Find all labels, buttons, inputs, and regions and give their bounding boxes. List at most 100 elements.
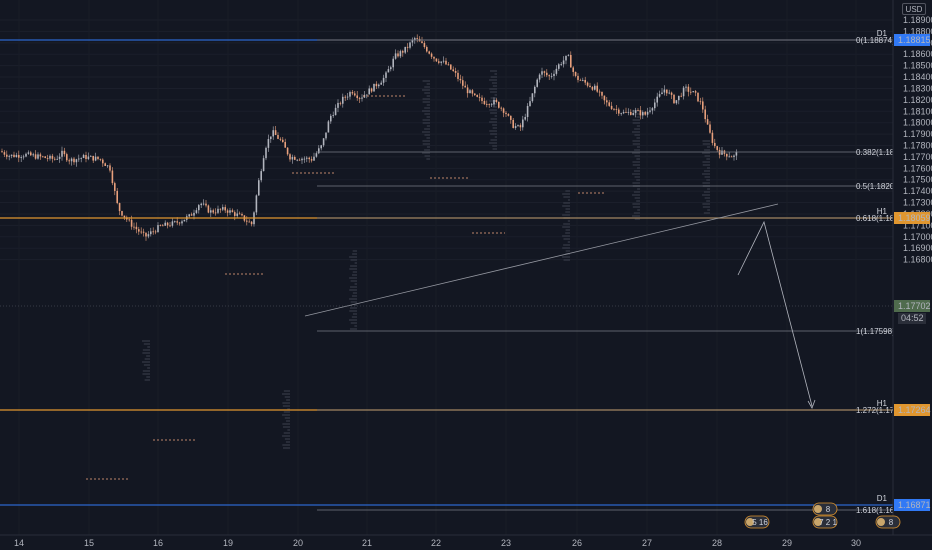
volume-profile-bar (282, 426, 290, 428)
volume-profile-bar (490, 112, 497, 114)
volume-profile-bar (351, 295, 357, 297)
candle-body (644, 112, 646, 115)
volume-profile-bar (422, 98, 430, 100)
candle-body (6, 154, 8, 157)
candle-body (334, 107, 337, 116)
economic-events[interactable]: 5 16 8 7 2 1 8 (744, 502, 901, 529)
candle-body (524, 117, 526, 120)
volume-profile-bar (422, 131, 430, 133)
candle-body (534, 86, 536, 94)
candle-body (589, 85, 591, 87)
volume-profile-bar (707, 167, 710, 169)
candle-body (385, 72, 387, 78)
candle-body (258, 180, 260, 196)
volume-profile-bar (424, 86, 430, 88)
time-tick-label: 27 (642, 538, 652, 548)
flag-icon (814, 505, 822, 513)
volume-profile-bar (284, 417, 290, 419)
volume-profile-bar (632, 206, 640, 208)
candle-body (394, 53, 397, 59)
volume-profile-bar (282, 414, 290, 416)
candle-body (613, 108, 615, 110)
volume-profile-bar (634, 128, 640, 130)
fib-level-label: 0.5(1.18206 (856, 182, 899, 191)
candle-body (325, 132, 327, 139)
volume-profile-bar (562, 256, 570, 258)
event-marker[interactable]: 8 (875, 515, 901, 529)
time-axis[interactable]: 14 15 16 19 20 21 22 23 26 27 28 29 30 (0, 534, 932, 548)
candle-body (728, 156, 730, 158)
volume-profile-bar (562, 247, 570, 249)
event-marker[interactable]: 5 16 (744, 515, 770, 529)
key-level-price-box (894, 499, 930, 511)
candle-body (102, 159, 104, 164)
candle-body (543, 71, 546, 73)
time-tick-label: 19 (223, 538, 233, 548)
currency-button[interactable]: USD (902, 3, 926, 15)
candle-body (349, 92, 351, 97)
time-tick-label: 15 (84, 538, 94, 548)
volume-profile-bar (283, 411, 290, 413)
candle-body (663, 89, 666, 93)
volume-profile-bar (703, 191, 710, 193)
candle-body (452, 69, 454, 71)
candle-body (382, 77, 385, 83)
arrow-head-icon (807, 399, 816, 409)
key-level-tag: H1 (877, 399, 888, 408)
event-marker[interactable]: 7 2 1 (812, 515, 837, 529)
chart-drawings[interactable]: D1H1H1D10(1.18874)0.382(1.1830.5(1.18206… (0, 29, 899, 515)
candle-body (22, 156, 25, 158)
volume-profile-bar (286, 420, 290, 422)
candle-body (181, 221, 183, 224)
price-tick-label: 1.17100 (903, 220, 932, 230)
price-tick-label: 1.17500 (903, 175, 932, 185)
candle-body (135, 226, 138, 230)
candle-body (205, 203, 207, 206)
volume-profile-bar (636, 179, 640, 181)
candle-body (37, 154, 39, 159)
candle-body (666, 89, 668, 94)
candle-body (118, 203, 121, 212)
candle-body (198, 205, 200, 211)
candle-body (570, 54, 572, 68)
candle-body (20, 157, 22, 158)
volume-profile-bar (703, 170, 710, 172)
candle-body (61, 150, 63, 157)
volume-profile-bar (422, 110, 430, 112)
volume-profile-bar (283, 390, 290, 392)
volume-profile-bar (634, 218, 640, 220)
candle-body (397, 53, 399, 57)
candle-body (123, 215, 126, 218)
volume-profile-bar (636, 116, 640, 118)
candle-body (692, 91, 694, 93)
candle-body (68, 160, 70, 162)
candle-body (464, 85, 466, 88)
candle-body (538, 74, 541, 80)
candle-body (699, 101, 702, 103)
candle-body (344, 96, 346, 98)
price-tick-label: 1.18000 (903, 118, 932, 128)
volume-profile-bar (146, 355, 150, 357)
price-axis[interactable]: 1.189001.188001.187001.186001.185001.184… (892, 0, 932, 550)
candle-body (694, 91, 697, 93)
event-marker[interactable]: 8 (812, 502, 838, 516)
volume-profile-bar (354, 283, 357, 285)
volume-profile-bar (632, 203, 640, 205)
price-tick-label: 1.18400 (903, 72, 932, 82)
candle-body (428, 51, 430, 54)
candle-body (298, 159, 301, 161)
volume-profile-bar (352, 271, 357, 273)
volume-profile-bar (424, 149, 430, 151)
candle-body (579, 79, 582, 81)
candle-body (272, 130, 274, 137)
volume-profile-bar (562, 235, 570, 237)
volume-profile-bar (349, 298, 357, 300)
volume-profile-bar (707, 188, 710, 190)
candle-body (236, 213, 238, 216)
candle-body (598, 91, 601, 93)
volume-profile-bar (350, 280, 357, 282)
volume-profile-bar (563, 196, 570, 198)
candle-body (466, 87, 469, 94)
candle-body (411, 40, 414, 43)
